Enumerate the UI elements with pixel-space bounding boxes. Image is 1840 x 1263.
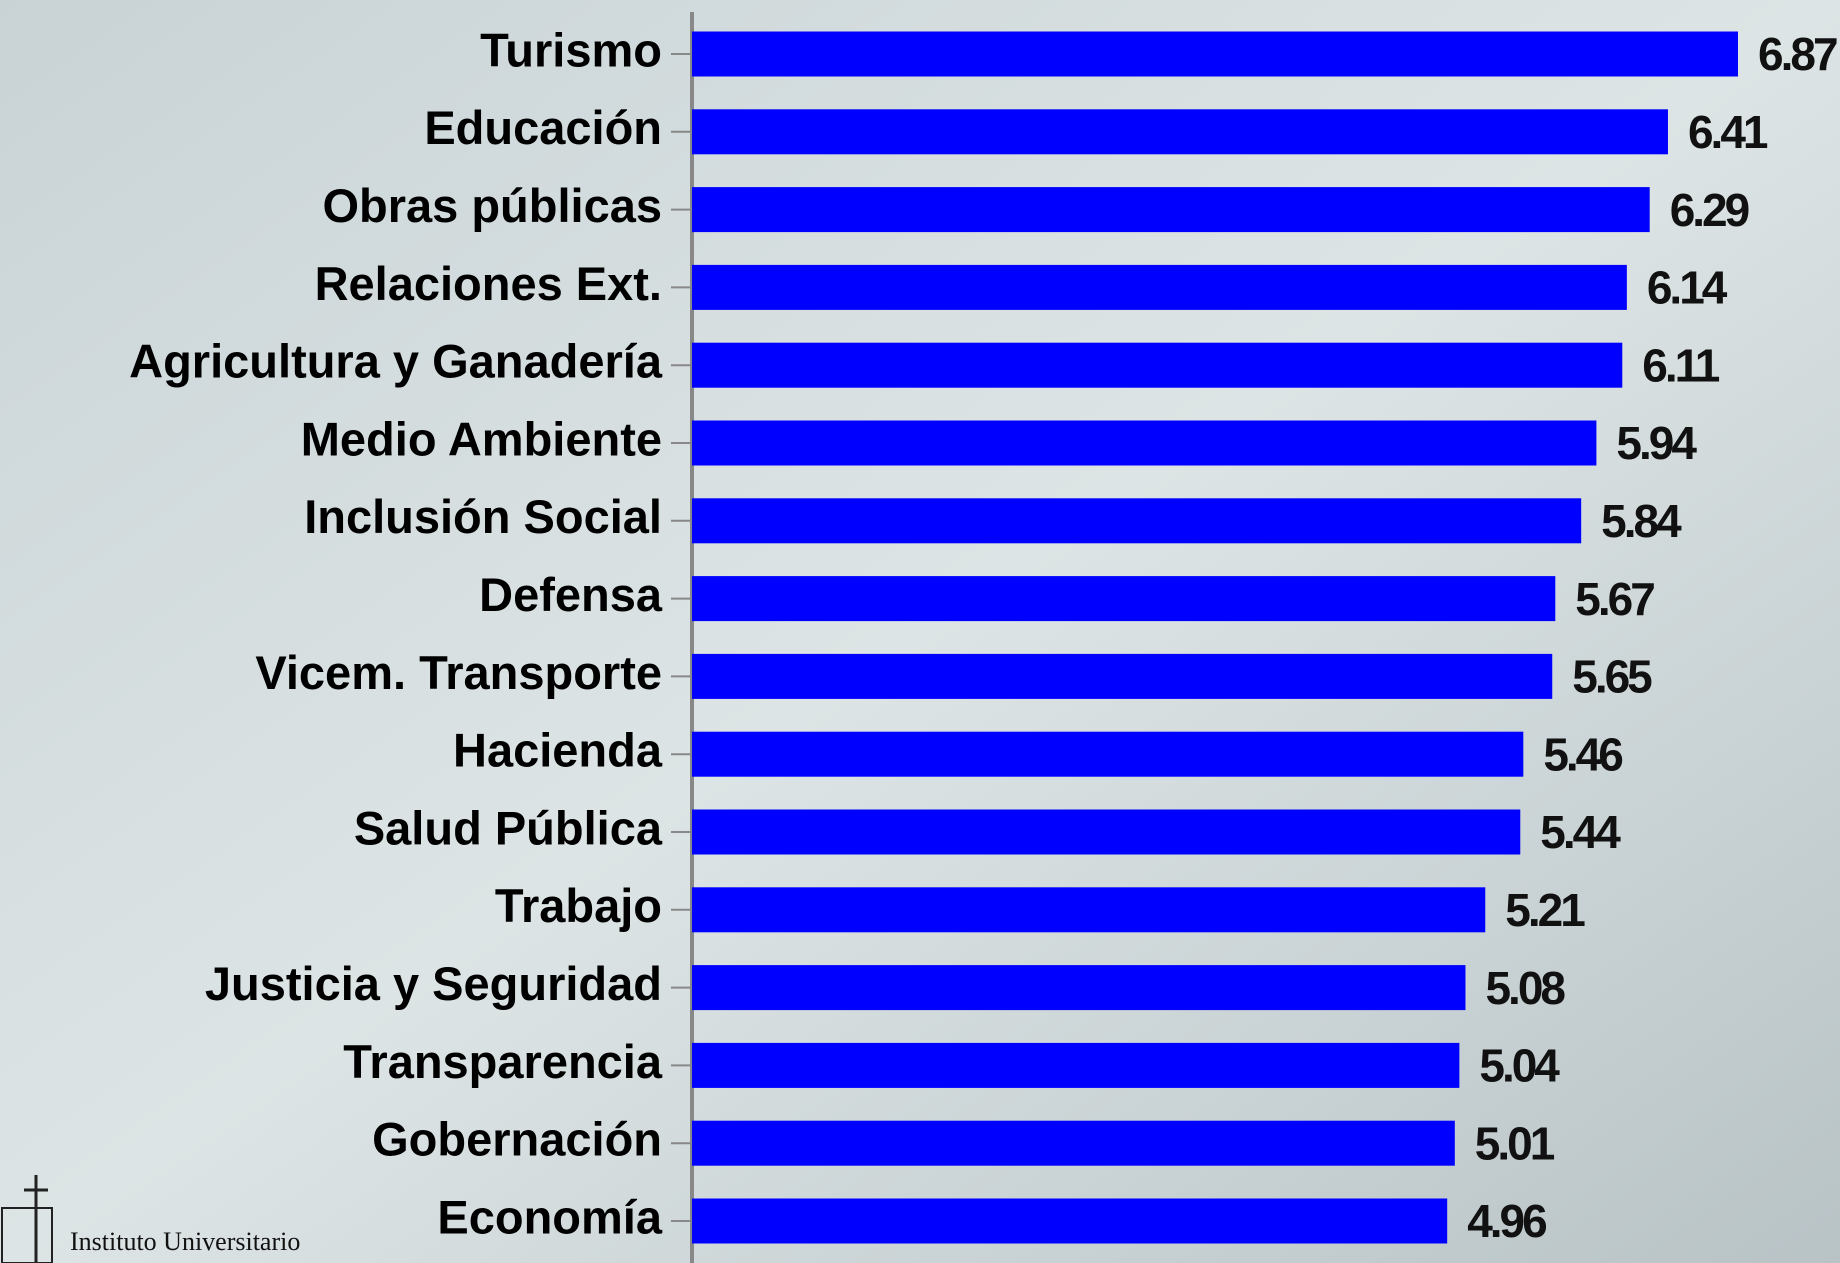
category-label: Educación bbox=[424, 101, 662, 154]
category-label: Relaciones Ext. bbox=[315, 257, 662, 310]
category-label: Medio Ambiente bbox=[301, 412, 662, 465]
category-label: Gobernación bbox=[372, 1113, 662, 1166]
bar bbox=[692, 965, 1466, 1011]
category-label: Transparencia bbox=[343, 1035, 663, 1088]
bar bbox=[692, 109, 1668, 155]
category-label: Salud Pública bbox=[354, 801, 663, 854]
value-label: 5.67 bbox=[1575, 573, 1654, 625]
value-label: 5.08 bbox=[1485, 962, 1565, 1014]
value-label: 4.96 bbox=[1467, 1195, 1546, 1247]
value-label: 5.46 bbox=[1543, 728, 1622, 780]
value-label: 6.14 bbox=[1647, 262, 1728, 314]
bar bbox=[692, 576, 1556, 622]
bar bbox=[692, 887, 1486, 933]
value-label: 5.94 bbox=[1616, 417, 1697, 469]
bar bbox=[692, 264, 1627, 310]
value-label: 6.87 bbox=[1758, 28, 1837, 80]
bar bbox=[692, 809, 1521, 855]
category-label: Turismo bbox=[480, 23, 662, 76]
value-label: 5.01 bbox=[1475, 1117, 1555, 1169]
value-label: 5.44 bbox=[1540, 806, 1621, 858]
value-label: 6.29 bbox=[1670, 184, 1749, 236]
bar bbox=[692, 731, 1524, 777]
value-label: 5.65 bbox=[1572, 651, 1652, 703]
category-label: Justicia y Seguridad bbox=[205, 957, 662, 1010]
value-label: 6.11 bbox=[1642, 339, 1719, 391]
category-label: Defensa bbox=[479, 568, 663, 621]
category-label: Obras públicas bbox=[322, 179, 662, 232]
value-label: 5.21 bbox=[1505, 884, 1585, 936]
bar bbox=[692, 1120, 1455, 1166]
value-label: 5.84 bbox=[1601, 495, 1682, 547]
logo-frame bbox=[1, 1207, 53, 1263]
category-label: Agricultura y Ganadería bbox=[129, 335, 663, 388]
category-label: Trabajo bbox=[495, 879, 662, 932]
bar bbox=[692, 1042, 1460, 1088]
logo: Instituto Universitario bbox=[1, 1175, 300, 1263]
category-label: Hacienda bbox=[453, 724, 663, 777]
bar bbox=[692, 187, 1650, 233]
value-label: 6.41 bbox=[1688, 106, 1768, 158]
bar bbox=[692, 31, 1738, 77]
bar bbox=[692, 498, 1582, 544]
value-label: 5.04 bbox=[1479, 1040, 1560, 1092]
logo-text: Instituto Universitario bbox=[70, 1227, 300, 1256]
bar bbox=[692, 1198, 1448, 1244]
bar bbox=[692, 342, 1623, 388]
bar bbox=[692, 653, 1553, 699]
category-label: Economía bbox=[437, 1190, 662, 1243]
category-label: Inclusión Social bbox=[304, 490, 662, 543]
bar bbox=[692, 420, 1597, 466]
category-label: Vicem. Transporte bbox=[255, 646, 662, 699]
